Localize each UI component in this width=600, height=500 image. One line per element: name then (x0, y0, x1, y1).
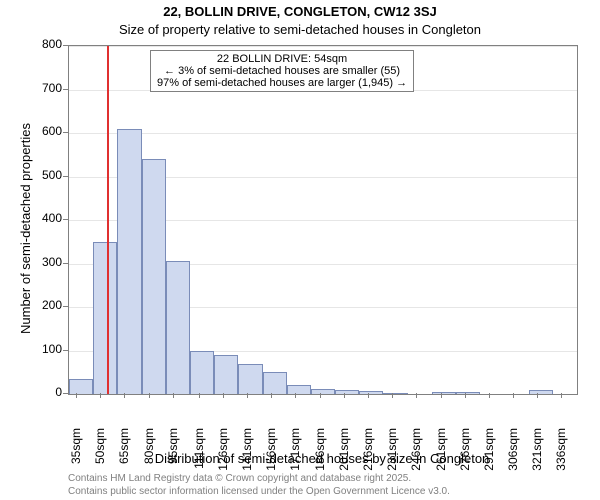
y-tick-mark (63, 306, 68, 307)
y-tick-mark (63, 350, 68, 351)
x-tick-mark (124, 393, 125, 398)
histogram-bar (166, 261, 190, 394)
y-tick-mark (63, 263, 68, 264)
reference-line (107, 46, 109, 394)
annotation-box: 22 BOLLIN DRIVE: 54sqm ← 3% of semi-deta… (150, 50, 414, 92)
annotation-line-2: ← 3% of semi-detached houses are smaller… (157, 65, 407, 77)
y-tick-label: 0 (34, 385, 62, 399)
y-tick-mark (63, 45, 68, 46)
y-tick-label: 300 (34, 255, 62, 269)
y-tick-mark (63, 219, 68, 220)
annotation-line-1: 22 BOLLIN DRIVE: 54sqm (157, 53, 407, 65)
y-tick-label: 500 (34, 168, 62, 182)
y-tick-mark (63, 89, 68, 90)
x-tick-mark (295, 393, 296, 398)
histogram-bar (93, 242, 117, 394)
y-tick-mark (63, 176, 68, 177)
y-tick-label: 100 (34, 342, 62, 356)
footer-line-1: Contains HM Land Registry data © Crown c… (68, 473, 450, 486)
y-tick-label: 600 (34, 124, 62, 138)
y-tick-label: 800 (34, 37, 62, 51)
histogram-bar (383, 393, 407, 394)
x-tick-mark (537, 393, 538, 398)
x-tick-mark (465, 393, 466, 398)
histogram-bar (142, 159, 166, 394)
chart-subtitle: Size of property relative to semi-detach… (0, 22, 600, 37)
histogram-bar (335, 390, 359, 394)
y-tick-mark (63, 132, 68, 133)
histogram-bar (529, 390, 553, 394)
y-axis-label: Number of semi-detached properties (18, 123, 33, 334)
histogram-bar (456, 392, 480, 394)
histogram-bar (311, 389, 335, 394)
footer-attribution: Contains HM Land Registry data © Crown c… (68, 473, 450, 498)
footer-line-2: Contains public sector information licen… (68, 486, 450, 499)
x-tick-mark (149, 393, 150, 398)
x-tick-mark (513, 393, 514, 398)
histogram-bar (432, 392, 456, 394)
histogram-bar (190, 351, 214, 395)
x-tick-mark (199, 393, 200, 398)
histogram-bar (263, 372, 287, 394)
x-tick-mark (344, 393, 345, 398)
y-tick-label: 400 (34, 211, 62, 225)
x-tick-mark (441, 393, 442, 398)
x-tick-mark (223, 393, 224, 398)
x-tick-mark (489, 393, 490, 398)
histogram-bar (69, 379, 93, 394)
x-tick-mark (392, 393, 393, 398)
y-tick-mark (63, 393, 68, 394)
bars-layer (69, 46, 577, 394)
histogram-bar (238, 364, 262, 394)
y-tick-label: 700 (34, 81, 62, 95)
y-tick-label: 200 (34, 298, 62, 312)
annotation-line-3: 97% of semi-detached houses are larger (… (157, 77, 407, 89)
x-tick-mark (173, 393, 174, 398)
histogram-bar (117, 129, 141, 394)
x-tick-mark (100, 393, 101, 398)
x-tick-mark (368, 393, 369, 398)
x-tick-mark (416, 393, 417, 398)
x-tick-mark (320, 393, 321, 398)
plot-area (68, 45, 578, 395)
histogram-bar (214, 355, 238, 394)
chart-title: 22, BOLLIN DRIVE, CONGLETON, CW12 3SJ (0, 4, 600, 19)
histogram-bar (359, 391, 383, 394)
x-tick-mark (76, 393, 77, 398)
x-tick-mark (247, 393, 248, 398)
x-axis-label: Distribution of semi-detached houses by … (68, 451, 576, 466)
histogram-bar (287, 385, 311, 394)
chart-container: { "title": "22, BOLLIN DRIVE, CONGLETON,… (0, 0, 600, 500)
x-tick-mark (561, 393, 562, 398)
x-tick-mark (271, 393, 272, 398)
